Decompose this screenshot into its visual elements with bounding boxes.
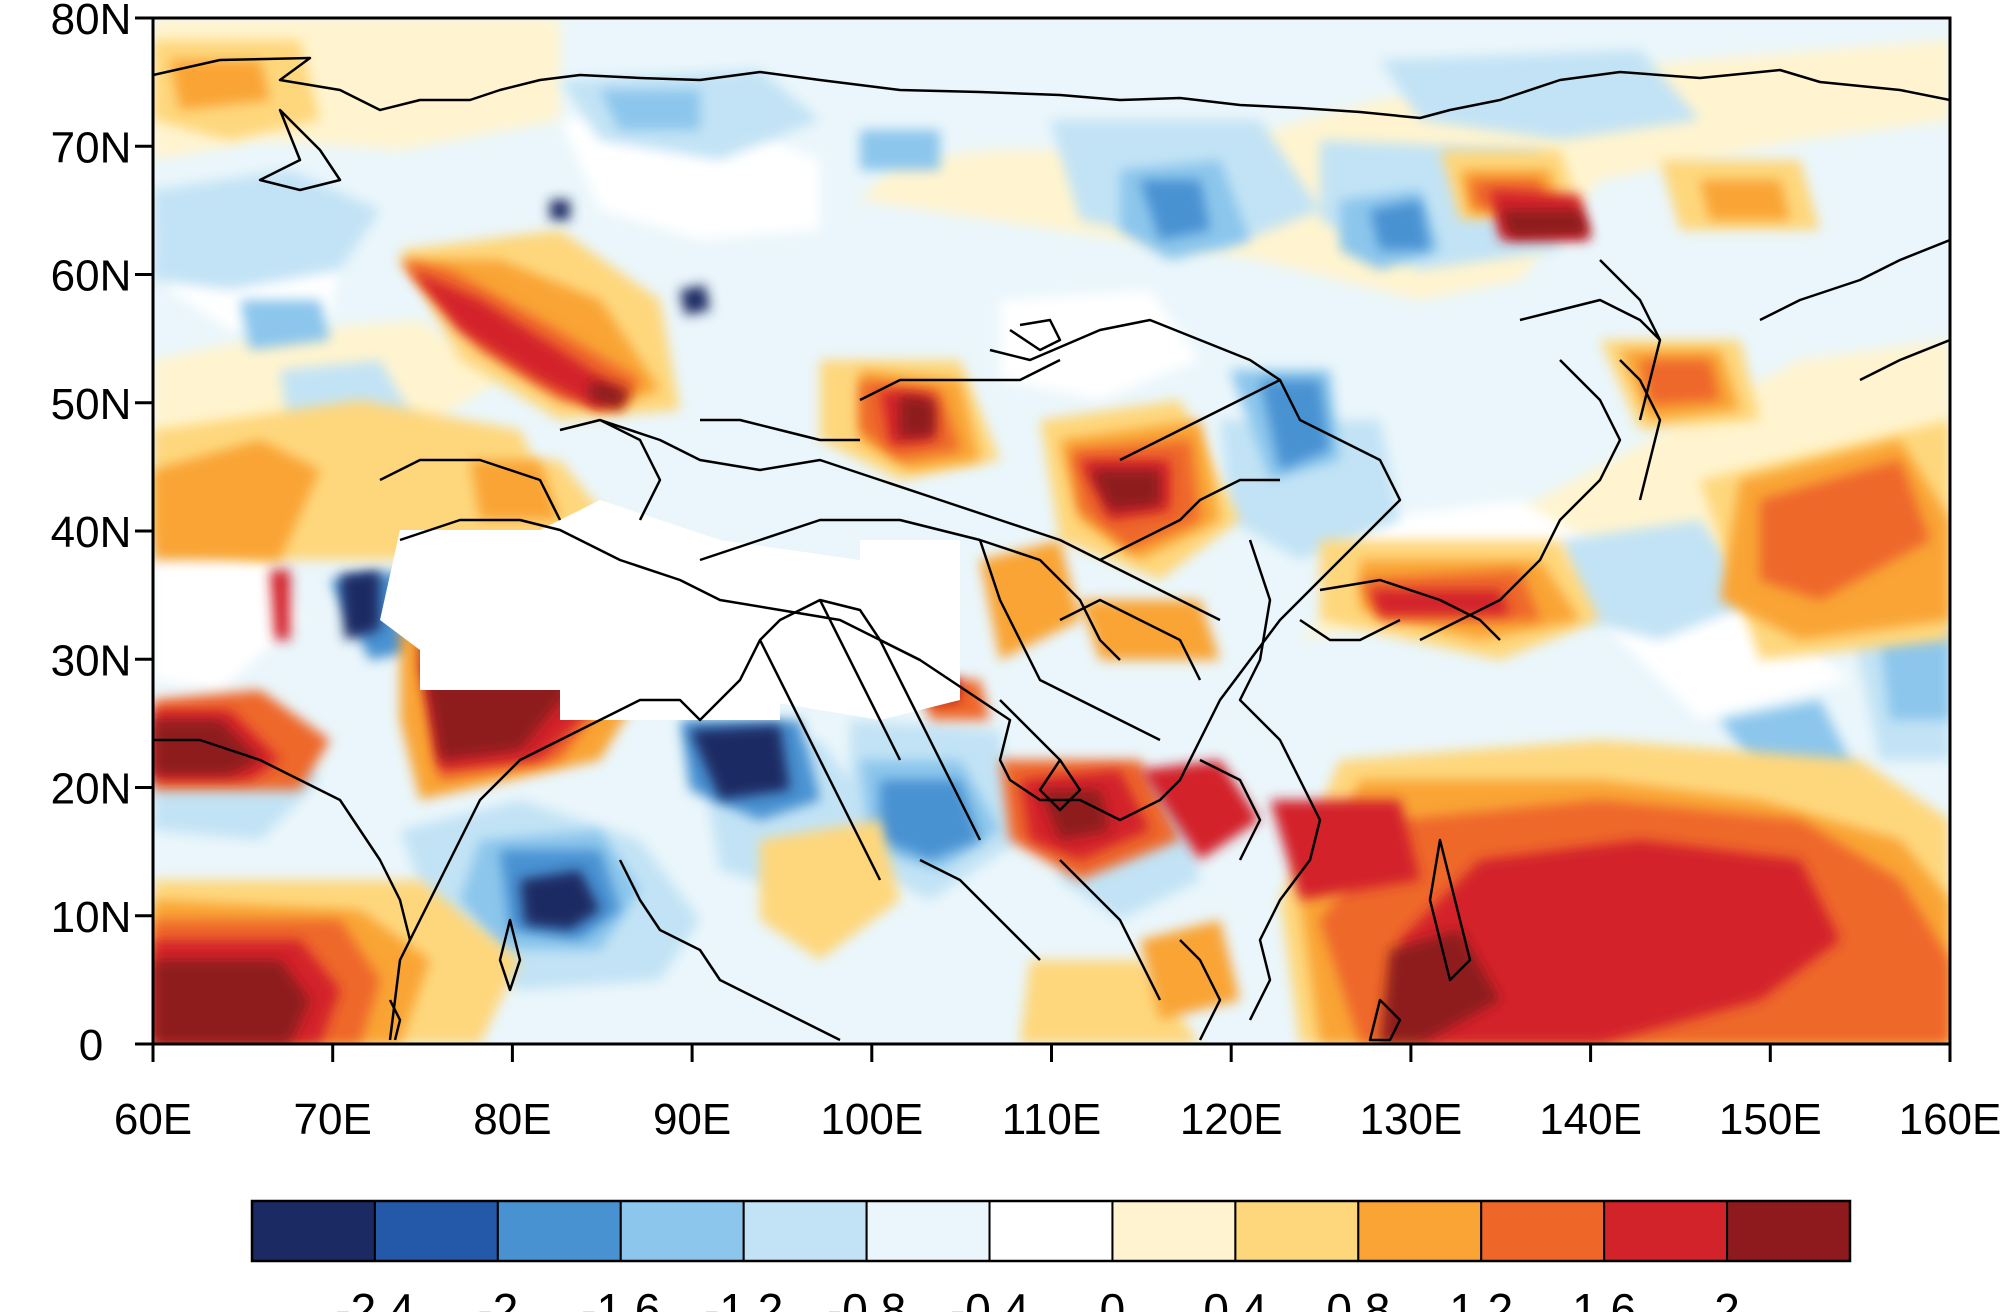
colorbar-swatch [251, 1200, 376, 1262]
colorbar-label: -1.2 [704, 1284, 783, 1312]
lon-tick-label: 160E [1899, 1095, 2000, 1144]
colorbar-label: -0.4 [950, 1284, 1029, 1312]
colorbar-swatch [1234, 1200, 1360, 1262]
colorbar-swatch [373, 1200, 499, 1262]
lat-tick-label: 0 [79, 1021, 103, 1070]
colorbar-swatch [1603, 1200, 1729, 1262]
lat-tick-label: 50N [51, 380, 132, 429]
lon-tick-label: 140E [1539, 1095, 1642, 1144]
colorbar-label: -2 [477, 1284, 518, 1312]
lon-tick-label: 60E [114, 1095, 192, 1144]
lat-tick-label: 70N [51, 123, 132, 172]
colorbar-label: 0.8 [1326, 1284, 1390, 1312]
colorbar-swatch [742, 1200, 868, 1262]
colorbar-swatch [1480, 1200, 1606, 1262]
lon-tick-label: 130E [1360, 1095, 1463, 1144]
latitude-axis: 80N 70N 60N 50N 40N 30N 20N 10N 0 [51, 0, 153, 1070]
lat-tick-label: 80N [51, 0, 132, 44]
colorbar-swatch [1111, 1200, 1237, 1262]
lat-tick-label: 40N [51, 508, 132, 557]
colorbar-label: -2.4 [335, 1284, 414, 1312]
colorbar-swatch [865, 1200, 991, 1262]
colorbar-label: 1.2 [1449, 1284, 1513, 1312]
colorbar-label: 1.6 [1572, 1284, 1636, 1312]
coastlines-and-borders [153, 56, 1950, 1042]
colorbar-label: 0 [1100, 1284, 1126, 1312]
negative-extreme-regions [340, 200, 790, 930]
anomaly-field [153, 18, 1950, 1044]
colorbar-swatch [619, 1200, 745, 1262]
colorbar-swatch [496, 1200, 622, 1262]
lat-tick-label: 20N [51, 765, 132, 814]
lon-tick-label: 70E [294, 1095, 372, 1144]
lon-tick-label: 80E [473, 1095, 551, 1144]
colorbar-label: 0.4 [1203, 1284, 1267, 1312]
longitude-axis: 60E 70E 80E 90E 100E 110E 120E 130E 140E 150E 160E [114, 1044, 2000, 1144]
lon-tick-label: 120E [1180, 1095, 1283, 1144]
lat-tick-label: 30N [51, 636, 132, 685]
lon-tick-label: 100E [820, 1095, 923, 1144]
missing-data-mask [380, 500, 960, 720]
colorbar-frame [250, 1199, 1852, 1263]
lon-tick-label: 90E [653, 1095, 731, 1144]
colorbar-label: -0.8 [827, 1284, 906, 1312]
colorbar-swatch [1357, 1200, 1483, 1262]
colorbar: -2.4 -2 -1.6 -1.2 -0.8 -0.4 0 0.4 0.8 1.2 1.6 2 [250, 1199, 1852, 1312]
lon-tick-label: 110E [1002, 1095, 1102, 1144]
lat-tick-label: 60N [51, 252, 132, 301]
lat-tick-label: 10N [51, 893, 132, 942]
colorbar-swatch [988, 1200, 1114, 1262]
colorbar-swatch [1726, 1200, 1851, 1262]
colorbar-label: -1.6 [581, 1284, 660, 1312]
lon-tick-label: 150E [1719, 1095, 1822, 1144]
colorbar-label: 2 [1714, 1284, 1740, 1312]
